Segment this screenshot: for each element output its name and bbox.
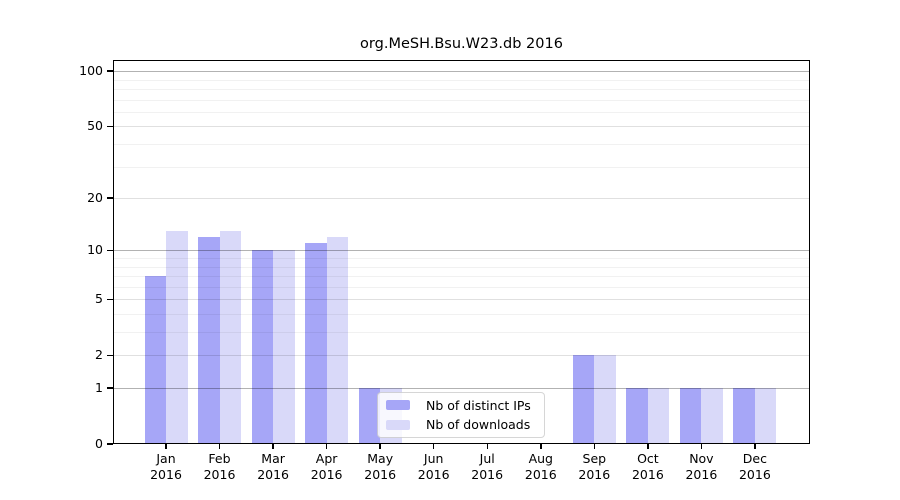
bar-mar-distinct-ips: [251, 250, 274, 444]
y-tick-mark-1: [107, 387, 113, 389]
bar-apr-downloads: [326, 236, 349, 444]
y-gridline-50: [113, 126, 810, 128]
y-gridline-40: [113, 144, 810, 145]
x-tick-label-jul: Jul 2016: [471, 451, 504, 482]
chart-title: org.MeSH.Bsu.W23.db 2016: [360, 36, 563, 52]
x-tick-mark-apr: [325, 444, 328, 449]
y-gridline-20: [113, 198, 810, 200]
x-tick-mark-sep: [593, 444, 596, 449]
bar-mar-downloads: [273, 250, 295, 444]
y-gridline-60: [113, 111, 810, 113]
y-tick-label-0: 0: [95, 436, 103, 451]
legend-swatch-distinct-ips: [386, 400, 410, 411]
x-tick-mark-jan: [165, 444, 167, 449]
y-gridline-8: [113, 266, 810, 268]
x-tick-label-feb: Feb 2016: [203, 451, 236, 482]
bar-oct-distinct-ips: [626, 388, 648, 444]
x-tick-mark-aug: [540, 444, 542, 449]
bar-sep-downloads: [594, 355, 616, 444]
y-tick-label-5: 5: [95, 291, 103, 307]
legend-label-downloads: Nb of downloads: [426, 417, 531, 433]
x-tick-mark-feb: [218, 444, 221, 449]
y-gridline-4: [113, 314, 810, 315]
x-tick-mark-oct: [647, 444, 649, 449]
x-tick-label-dec: Dec 2016: [738, 451, 771, 482]
bar-may-distinct-ips: [358, 388, 381, 444]
bar-apr-distinct-ips: [305, 243, 327, 444]
x-tick-mark-jul: [486, 444, 488, 449]
y-gridline-7: [113, 276, 810, 277]
bar-jan-distinct-ips: [144, 276, 166, 444]
y-gridline-6: [113, 286, 810, 288]
y-tick-mark-100: [107, 70, 113, 72]
legend-row-distinct-ips: Nb of distinct IPs: [386, 397, 536, 414]
y-gridline-10: [113, 250, 810, 252]
y-gridline-5: [113, 299, 810, 301]
legend-label-distinct-ips: Nb of distinct IPs: [426, 397, 531, 413]
x-tick-label-aug: Aug 2016: [524, 451, 557, 482]
y-gridline-90: [113, 79, 810, 81]
y-tick-label-100: 100: [79, 63, 103, 79]
bar-dec-distinct-ips: [733, 388, 755, 444]
x-tick-mark-nov: [700, 444, 703, 449]
x-tick-label-nov: Nov 2016: [685, 451, 718, 482]
bar-nov-distinct-ips: [679, 388, 702, 444]
y-gridline-9: [113, 258, 810, 259]
y-tick-label-2: 2: [95, 347, 103, 363]
legend-row-downloads: Nb of downloads: [386, 417, 536, 434]
y-gridline-80: [113, 89, 810, 90]
bar-nov-downloads: [701, 388, 723, 444]
bar-jan-downloads: [166, 230, 188, 444]
x-tick-label-jan: Jan 2016: [150, 451, 182, 482]
y-gridline-100: [113, 71, 810, 73]
bar-feb-downloads: [219, 230, 241, 444]
y-tick-label-20: 20: [87, 190, 103, 206]
y-gridline-1: [113, 388, 810, 389]
x-tick-label-may: May 2016: [364, 451, 397, 482]
y-tick-mark-0: [107, 443, 113, 445]
y-tick-label-1: 1: [95, 380, 103, 395]
y-gridline-3: [113, 332, 810, 333]
y-tick-mark-2: [107, 354, 113, 356]
bar-dec-downloads: [754, 388, 777, 444]
y-gridline-30: [113, 166, 810, 168]
x-tick-mark-may: [379, 444, 381, 449]
y-tick-mark-50: [107, 125, 113, 128]
bar-sep-distinct-ips: [572, 355, 595, 444]
x-tick-mark-mar: [272, 444, 274, 449]
x-tick-mark-jun: [432, 444, 435, 449]
plot-area: [113, 60, 810, 444]
bar-oct-downloads: [647, 388, 670, 444]
x-tick-label-jun: Jun 2016: [417, 451, 450, 482]
x-tick-mark-dec: [754, 444, 756, 449]
y-tick-mark-5: [107, 298, 113, 300]
y-gridline-2: [113, 355, 810, 357]
y-gridline-70: [113, 99, 810, 101]
bar-feb-distinct-ips: [198, 236, 220, 444]
y-tick-mark-10: [107, 249, 113, 251]
legend-swatch-downloads: [386, 419, 410, 430]
y-tick-mark-20: [107, 197, 113, 199]
x-tick-label-mar: Mar 2016: [257, 451, 289, 482]
x-tick-label-oct: Oct 2016: [631, 451, 664, 482]
legend: Nb of distinct IPs Nb of downloads: [377, 392, 545, 438]
x-tick-label-sep: Sep 2016: [578, 451, 611, 482]
x-tick-label-apr: Apr 2016: [310, 451, 343, 482]
y-tick-label-50: 50: [87, 118, 103, 134]
y-tick-label-10: 10: [87, 242, 103, 258]
